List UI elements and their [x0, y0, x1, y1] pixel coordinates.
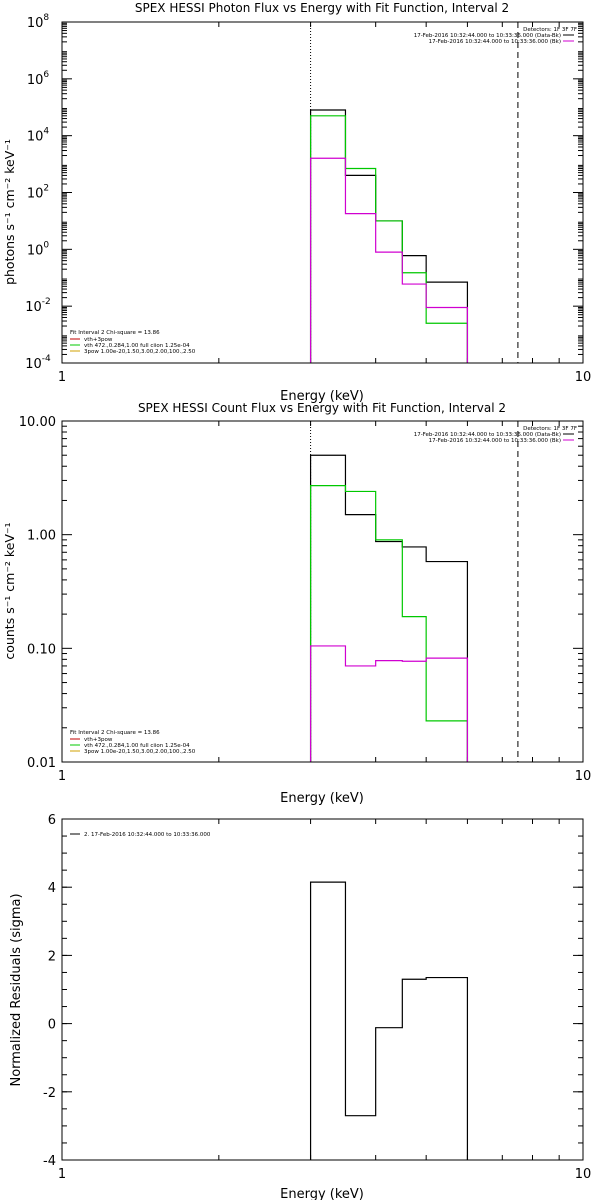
residuals-ylabel: Normalized Residuals (sigma)	[9, 893, 24, 1086]
count-flux-plot: 1 10 0.01 0.10 1.00 10.00	[19, 415, 591, 784]
residuals-frame	[61, 818, 584, 1161]
count-flux-frame	[61, 420, 584, 763]
photon-flux-title: SPEX HESSI Photon Flux vs Energy with Fi…	[135, 1, 509, 15]
series-power_law-step	[309, 645, 469, 762]
y-tick-label: 0	[48, 1018, 56, 1033]
count-flux-panel: SPEX HESSI Count Flux vs Energy with Fit…	[2, 401, 591, 806]
fit-legend-title: Fit Interval 2 Chi-square = 13.86	[70, 730, 160, 736]
y-tick-label: 4	[48, 881, 56, 896]
fit-legend-pow-label: 3pow 1.00e-20,1.50,3.00,2.00,100.,2.50	[84, 349, 196, 355]
series-total-step	[309, 881, 469, 1160]
x-tick-label: 1	[58, 370, 66, 385]
y-tick-label: 6	[48, 813, 56, 828]
y-tick-label: 10.00	[19, 415, 56, 430]
photon-flux-frame	[61, 21, 584, 364]
count-flux-title: SPEX HESSI Count Flux vs Energy with Fit…	[138, 401, 506, 415]
residuals-panel: Normalized Residuals (sigma) Energy (keV…	[9, 813, 591, 1200]
count-flux-ylabel: counts s⁻¹ cm⁻² keV⁻¹	[2, 522, 17, 659]
fit-legend-sum-label: vth+3pow	[84, 337, 113, 343]
y-tick-label: -4	[43, 1154, 56, 1169]
count-flux-xlabel: Energy (keV)	[280, 791, 364, 806]
y-tick-label: 1.00	[27, 529, 56, 544]
x-tick-label: 10	[575, 370, 592, 385]
y-tick-label: 0.01	[27, 756, 56, 771]
photon-flux-ylabel: photons s⁻¹ cm⁻² keV⁻¹	[2, 139, 17, 285]
x-tick-label: 10	[575, 769, 592, 784]
series-power_law-step	[309, 157, 469, 363]
fit-legend-vth-label: vth 472.,0.284,1.00 full ciion 1.25e-04	[84, 743, 190, 749]
time-legend-data: 17-Feb-2016 10:32:44.000 to 10:33:36.000…	[414, 432, 561, 438]
count-flux-fit-legend: Fit Interval 2 Chi-square = 13.86 vth+3p…	[70, 730, 196, 755]
x-tick-label: 1	[58, 769, 66, 784]
fit-legend-pow-label: 3pow 1.00e-20,1.50,3.00,2.00,100.,2.50	[84, 749, 196, 755]
photon-flux-panel: SPEX HESSI Photon Flux vs Energy with Fi…	[2, 1, 591, 404]
time-legend-data: 17-Feb-2016 10:32:44.000 to 10:33:36.000…	[414, 33, 561, 39]
x-tick-label: 1	[58, 1167, 66, 1182]
y-tick-label: -2	[43, 1086, 56, 1101]
residuals-time-legend: 2. 17-Feb-2016 10:32:44.000 to 10:33:36.…	[70, 832, 211, 838]
residuals-legend-label: 2. 17-Feb-2016 10:32:44.000 to 10:33:36.…	[84, 832, 211, 838]
x-tick-label: 10	[575, 1167, 592, 1182]
count-flux-time-legend: 17-Feb-2016 10:32:44.000 to 10:33:36.000…	[414, 432, 574, 444]
photon-flux-time-legend: 17-Feb-2016 10:32:44.000 to 10:33:36.000…	[414, 33, 574, 45]
residuals-xlabel: Energy (keV)	[280, 1187, 364, 1200]
time-legend-bk: 17-Feb-2016 10:32:44.000 to 10:33:36.000…	[429, 39, 561, 45]
photon-flux-fit-legend: Fit Interval 2 Chi-square = 13.86 vth+3p…	[70, 330, 196, 355]
time-legend-bk: 17-Feb-2016 10:32:44.000 to 10:33:36.000…	[429, 438, 561, 444]
photon-flux-detectors: Detectors: 1F 3F 7F	[523, 27, 577, 33]
fit-legend-vth-label: vth 472.,0.284,1.00 full ciion 1.25e-04	[84, 343, 190, 349]
y-tick-label: 0.10	[27, 642, 56, 657]
fit-legend-title: Fit Interval 2 Chi-square = 13.86	[70, 330, 160, 336]
fit-legend-sum-label: vth+3pow	[84, 737, 113, 743]
series-total-step	[309, 454, 469, 762]
y-tick-label: 2	[48, 949, 56, 964]
photon-flux-xlabel: Energy (keV)	[280, 389, 364, 404]
series-vth-step	[309, 485, 469, 762]
series-vth-step	[309, 115, 469, 363]
count-flux-detectors: Detectors: 1F 3F 7F	[523, 426, 577, 432]
